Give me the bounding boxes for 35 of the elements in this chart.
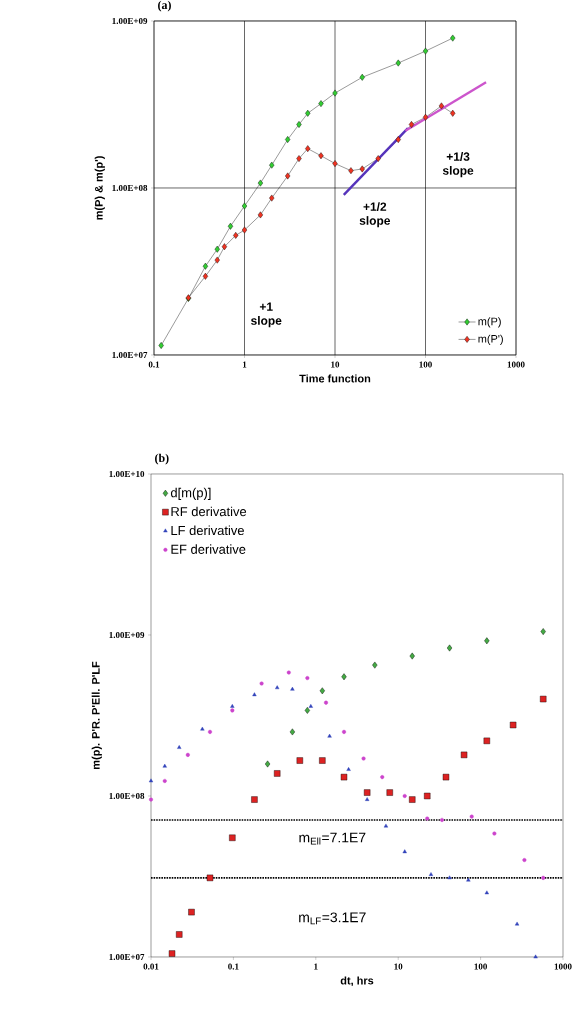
y-axis-title: m(p). P'R. P'Ell. P'LF — [91, 661, 102, 770]
y-tick-label: 1.00E+08 — [109, 792, 145, 800]
annotation: +1/2 slope — [359, 202, 391, 228]
y-axis-title: m(P) & m(p') — [94, 156, 105, 220]
x-tick-label: 0.1 — [228, 963, 239, 970]
y-tick-label: 1.00E+09 — [109, 631, 145, 639]
y-tick-label: 1.00E+08 — [112, 184, 148, 192]
x-tick-label: 1 — [314, 963, 318, 970]
x-axis-title: Time function — [299, 374, 371, 383]
x-tick-label: 0.01 — [143, 963, 159, 970]
legend-label: d[m(p)] — [170, 487, 211, 500]
legend-label: m(P) — [478, 317, 501, 328]
annotation: +1/3 slope — [442, 152, 474, 178]
legend-label: LF derivative — [171, 525, 244, 536]
chart-title: (b) — [155, 453, 169, 465]
legend-label: m(P') — [478, 334, 503, 345]
x-axis-title: dt, hrs — [340, 976, 374, 987]
y-tick-label: 1.00E+07 — [109, 953, 145, 961]
legend-label: EF derivative — [171, 544, 246, 554]
x-tick-label: 100 — [474, 963, 487, 970]
chart-title: (a) — [158, 0, 171, 12]
annotation: m$_{Ell}$=7.1E7 — [299, 832, 366, 845]
y-tick-label: 1.00E+10 — [109, 470, 145, 478]
x-tick-label: 1000 — [507, 361, 525, 368]
annotation: m$_{LF}$=3.1E7 — [299, 912, 366, 925]
legend-label: RF derivative — [171, 506, 247, 517]
y-tick-label: 1.00E+07 — [112, 351, 148, 359]
x-tick-label: 1000 — [554, 963, 572, 970]
x-tick-label: 10 — [394, 963, 403, 970]
x-tick-label: 1 — [242, 361, 247, 368]
x-tick-label: 100 — [419, 361, 432, 368]
x-tick-label: 10 — [331, 361, 340, 368]
y-tick-label: 1.00E+09 — [112, 17, 148, 25]
x-tick-label: 0.1 — [148, 361, 160, 368]
annotation: +1 slope — [251, 302, 282, 328]
